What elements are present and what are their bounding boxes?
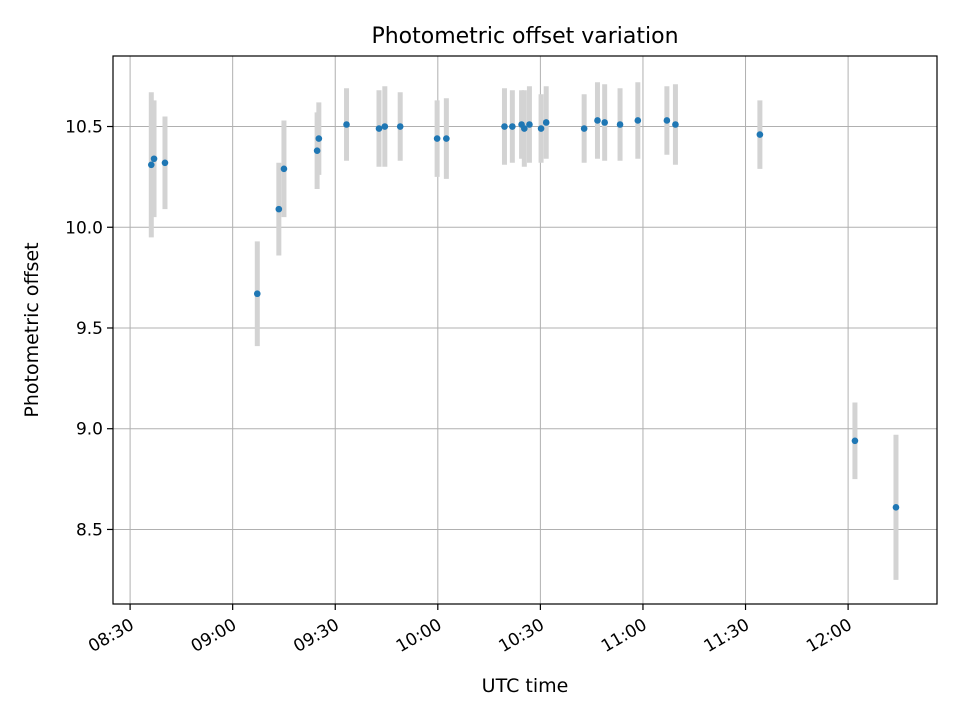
data-point bbox=[150, 155, 158, 163]
y-axis-ticks: 8.5 9.0 9.5 10.0 10.5 bbox=[65, 118, 113, 540]
y-axis-label: Photometric offset bbox=[21, 242, 43, 417]
data-point bbox=[892, 503, 900, 511]
data-point bbox=[663, 117, 671, 124]
data-point bbox=[616, 121, 624, 128]
data-point bbox=[275, 205, 283, 213]
data-point bbox=[253, 290, 261, 298]
data-point bbox=[375, 125, 383, 132]
y-tick-label: 10.0 bbox=[65, 218, 103, 238]
y-tick-label: 10.5 bbox=[65, 118, 103, 138]
data-point bbox=[580, 125, 588, 132]
data-point bbox=[433, 135, 441, 142]
data-point bbox=[634, 117, 642, 124]
data-point bbox=[443, 135, 450, 142]
data-point bbox=[381, 123, 389, 130]
data-point bbox=[756, 131, 764, 138]
plot-frame bbox=[112, 55, 938, 605]
data-point bbox=[315, 135, 323, 142]
data-points bbox=[147, 117, 900, 511]
data-point bbox=[851, 437, 859, 445]
data-point bbox=[343, 121, 350, 128]
data-point bbox=[396, 123, 404, 130]
data-point bbox=[501, 123, 508, 130]
data-point bbox=[594, 117, 601, 124]
data-point bbox=[601, 119, 608, 126]
data-point bbox=[147, 161, 155, 169]
y-tick-label: 9.5 bbox=[76, 319, 103, 339]
y-tick-label: 9.0 bbox=[76, 420, 103, 440]
data-point bbox=[672, 121, 679, 128]
data-point bbox=[521, 125, 528, 132]
x-axis-label: UTC time bbox=[482, 675, 569, 697]
y-tick-label: 8.5 bbox=[76, 520, 103, 540]
data-point bbox=[509, 123, 516, 130]
chart-title: Photometric offset variation bbox=[371, 24, 678, 49]
data-point bbox=[280, 165, 288, 173]
data-point bbox=[313, 147, 321, 154]
data-point bbox=[161, 159, 169, 167]
data-point bbox=[542, 119, 550, 126]
data-point bbox=[537, 125, 545, 132]
data-point bbox=[526, 121, 533, 128]
